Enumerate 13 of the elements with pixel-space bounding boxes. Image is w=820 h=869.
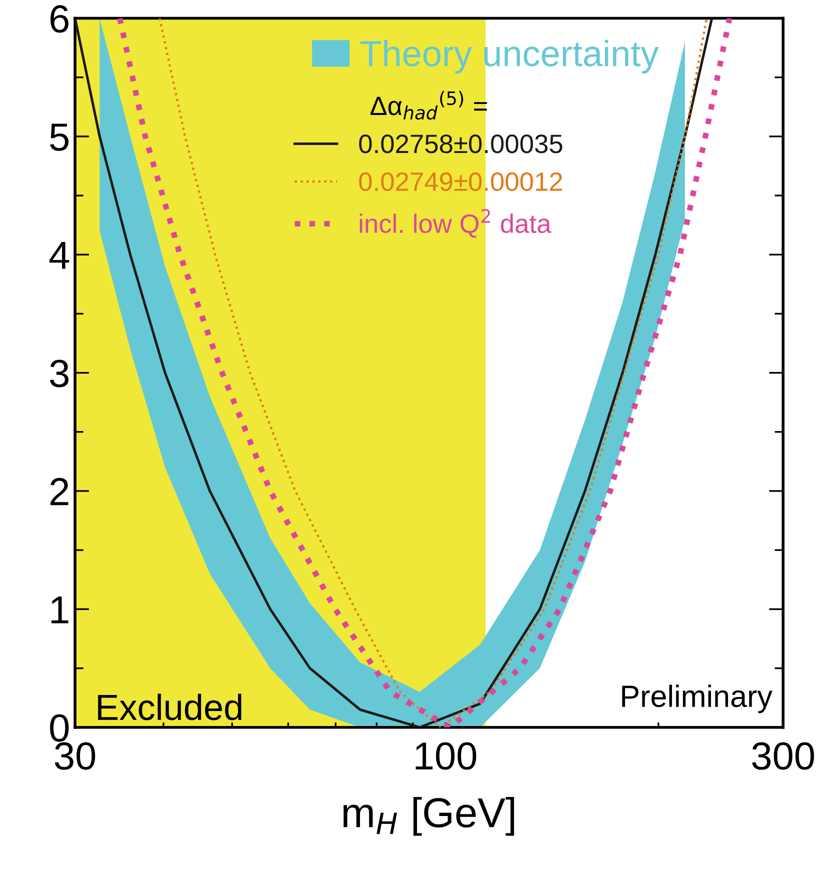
x-tick-label: 100 <box>416 742 476 770</box>
y-tick-label: 6 <box>50 5 68 33</box>
y-tick-label: 4 <box>49 242 70 269</box>
y-tick-label: 1 <box>52 596 68 624</box>
y-tick-label: 3 <box>50 360 68 388</box>
x-axis-title: m$_{H}$ [GeV] <box>344 796 514 836</box>
y-tick-label: 2 <box>50 478 68 506</box>
x-tick-label: 300 <box>752 742 814 770</box>
x-tick-label: 30 <box>54 742 96 770</box>
y-tick-label: 0 <box>50 714 69 742</box>
band-label: Excluded <box>98 694 242 720</box>
annotation: Preliminary <box>622 684 772 714</box>
y-tick-label: 5 <box>50 124 69 151</box>
